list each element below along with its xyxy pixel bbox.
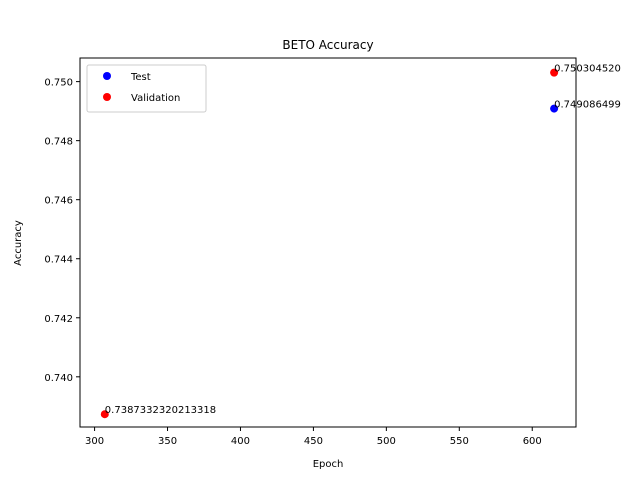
y-tick-label: 0.750 bbox=[44, 78, 73, 89]
x-axis-ticks: 300 350 400 450 500 550 600 bbox=[85, 427, 542, 447]
legend-label: Test bbox=[130, 72, 151, 83]
y-tick-label: 0.742 bbox=[44, 314, 73, 325]
legend-marker-test bbox=[103, 72, 111, 80]
y-tick-label: 0.740 bbox=[44, 373, 73, 384]
x-tick-label: 550 bbox=[450, 436, 469, 447]
legend: Test Validation bbox=[86, 64, 207, 113]
legend-box bbox=[86, 64, 207, 113]
y-tick-label: 0.744 bbox=[44, 255, 73, 266]
annotations: 0.749086499 0.7387332320213318 0.750304520 bbox=[105, 64, 621, 417]
plot-frame bbox=[79, 57, 577, 428]
y-axis-label: Accuracy bbox=[13, 220, 24, 266]
data-point-test bbox=[550, 104, 559, 113]
y-tick-label: 0.746 bbox=[44, 196, 73, 207]
point-annotation: 0.749086499 bbox=[554, 100, 621, 111]
point-annotation: 0.750304520 bbox=[554, 64, 621, 75]
y-tick-label: 0.748 bbox=[44, 137, 73, 148]
x-tick-label: 350 bbox=[158, 436, 177, 447]
x-tick-label: 600 bbox=[523, 436, 542, 447]
data-point-validation bbox=[550, 68, 559, 77]
legend-label: Validation bbox=[131, 93, 180, 104]
y-axis-ticks: 0.740 0.742 0.744 0.746 0.748 0.750 bbox=[44, 78, 80, 384]
point-annotation: 0.7387332320213318 bbox=[105, 405, 216, 416]
data-point-validation bbox=[100, 410, 109, 419]
x-tick-label: 500 bbox=[377, 436, 396, 447]
x-tick-label: 300 bbox=[85, 436, 104, 447]
legend-marker-validation bbox=[103, 93, 111, 101]
x-tick-label: 400 bbox=[231, 436, 250, 447]
chart-title: BETO Accuracy bbox=[282, 38, 373, 52]
x-tick-label: 450 bbox=[304, 436, 323, 447]
data-points bbox=[100, 68, 559, 419]
x-axis-label: Epoch bbox=[313, 459, 344, 470]
